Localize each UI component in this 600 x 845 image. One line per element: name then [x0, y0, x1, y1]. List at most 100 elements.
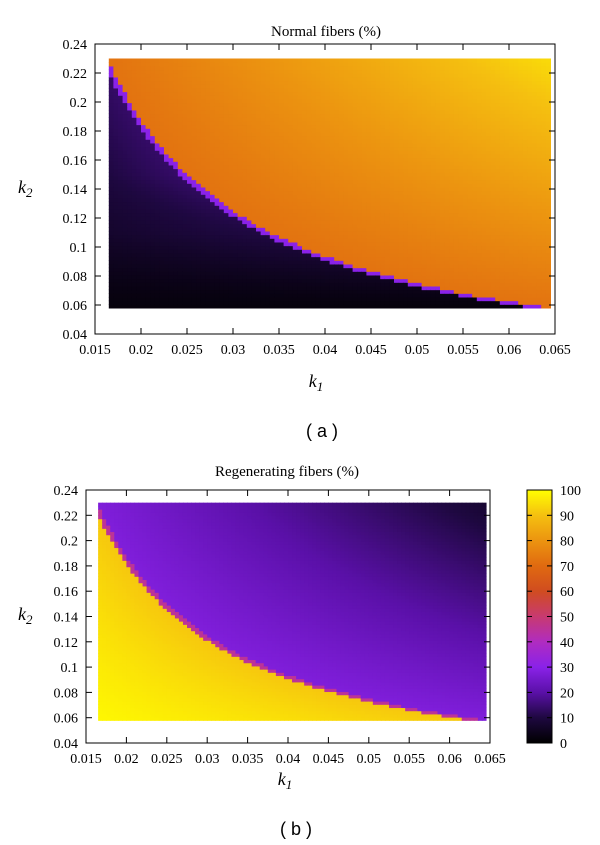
heatmap-cell — [426, 219, 432, 225]
heatmap-cell — [394, 84, 400, 89]
heatmap-cell — [205, 102, 211, 107]
heatmap-cell — [113, 260, 119, 265]
heatmap-cell — [440, 172, 446, 177]
heatmap-cell — [325, 84, 331, 89]
heatmap-cell — [384, 296, 390, 302]
heatmap-cell — [256, 234, 262, 239]
heatmap-cell — [154, 216, 160, 221]
heatmap-cell — [329, 128, 335, 133]
heatmap-cell — [108, 76, 114, 82]
heatmap-cell — [256, 164, 262, 170]
heatmap-cell — [394, 304, 400, 309]
heatmap-cell — [136, 241, 142, 247]
heatmap-cell — [159, 117, 165, 122]
heatmap-cell — [444, 252, 450, 258]
heatmap-cell — [302, 172, 308, 177]
heatmap-cell — [334, 65, 340, 71]
heatmap-cell — [306, 113, 312, 118]
heatmap-cell — [407, 168, 413, 173]
heatmap-cell — [338, 278, 344, 283]
heatmap-cell — [141, 183, 147, 188]
heatmap-cell — [113, 120, 119, 126]
heatmap-cell — [200, 128, 206, 133]
heatmap-cell — [187, 227, 193, 232]
heatmap-cell — [141, 76, 147, 82]
heatmap-cell — [398, 252, 404, 258]
heatmap-cell — [187, 304, 193, 309]
heatmap-cell — [122, 183, 128, 188]
heatmap-cell — [233, 120, 239, 126]
heatmap-cell — [145, 157, 151, 162]
heatmap-cell — [389, 289, 395, 294]
heatmap-cell — [246, 113, 252, 118]
heatmap-cell — [325, 150, 331, 155]
heatmap-cell — [348, 65, 354, 71]
heatmap-cell — [380, 278, 386, 283]
heatmap-cell — [389, 241, 395, 247]
heatmap-cell — [380, 234, 386, 239]
heatmap-cell — [288, 161, 294, 166]
heatmap-cell — [306, 69, 312, 74]
heatmap-cell — [366, 106, 372, 111]
heatmap-cell — [164, 263, 170, 269]
heatmap-cell — [417, 234, 423, 239]
heatmap-cell — [412, 58, 418, 63]
heatmap-cell — [113, 153, 119, 159]
heatmap-cell — [389, 252, 395, 258]
heatmap-cell — [196, 120, 202, 126]
heatmap-cell — [136, 128, 142, 133]
heatmap-cell — [302, 212, 308, 217]
heatmap-cell — [329, 172, 335, 177]
heatmap-cell — [375, 208, 381, 214]
heatmap-cell — [205, 80, 211, 85]
heatmap-cell — [196, 230, 202, 236]
heatmap-cell — [375, 164, 381, 170]
heatmap-cell — [210, 282, 216, 287]
heatmap-cell — [426, 153, 432, 159]
heatmap-cell — [389, 304, 395, 309]
heatmap-cell — [394, 267, 400, 272]
heatmap-cell — [380, 113, 386, 118]
heatmap-cell — [334, 293, 340, 298]
heatmap-cell — [407, 183, 413, 188]
heatmap-cell — [348, 256, 354, 261]
heatmap-cell — [403, 76, 409, 82]
heatmap-cell — [274, 117, 280, 122]
heatmap-cell — [297, 117, 303, 122]
heatmap-cell — [348, 289, 354, 294]
heatmap-cell — [131, 234, 137, 239]
heatmap-cell — [389, 113, 395, 118]
heatmap-cell — [302, 113, 308, 118]
heatmap-cell — [219, 216, 225, 221]
heatmap-cell — [265, 249, 271, 254]
heatmap-cell — [118, 128, 124, 133]
heatmap-cell — [177, 234, 183, 239]
heatmap-cell — [334, 274, 340, 280]
heatmap-cell — [173, 197, 179, 203]
heatmap-cell — [384, 135, 390, 140]
heatmap-cell — [384, 304, 390, 309]
heatmap-cell — [334, 216, 340, 221]
heatmap-cell — [191, 263, 197, 269]
heatmap-cell — [246, 98, 252, 104]
heatmap-cell — [145, 282, 151, 287]
heatmap-cell — [421, 95, 427, 100]
heatmap-cell — [251, 223, 257, 228]
heatmap-cell — [389, 131, 395, 137]
heatmap-cell — [177, 304, 183, 309]
heatmap-cell — [306, 263, 312, 269]
heatmap-cell — [325, 175, 331, 181]
heatmap-cell — [320, 260, 326, 265]
heatmap-cell — [412, 223, 418, 228]
heatmap-cell — [251, 150, 257, 155]
heatmap-cell — [177, 175, 183, 181]
heatmap-cell — [325, 135, 331, 140]
heatmap-cell — [315, 190, 321, 195]
heatmap-cell — [430, 282, 436, 287]
heatmap-cell — [348, 62, 354, 67]
heatmap-cell — [168, 157, 174, 162]
heatmap-cell — [228, 249, 234, 254]
heatmap-cell — [357, 285, 363, 291]
heatmap-cell — [141, 304, 147, 309]
heatmap-cell — [334, 208, 340, 214]
